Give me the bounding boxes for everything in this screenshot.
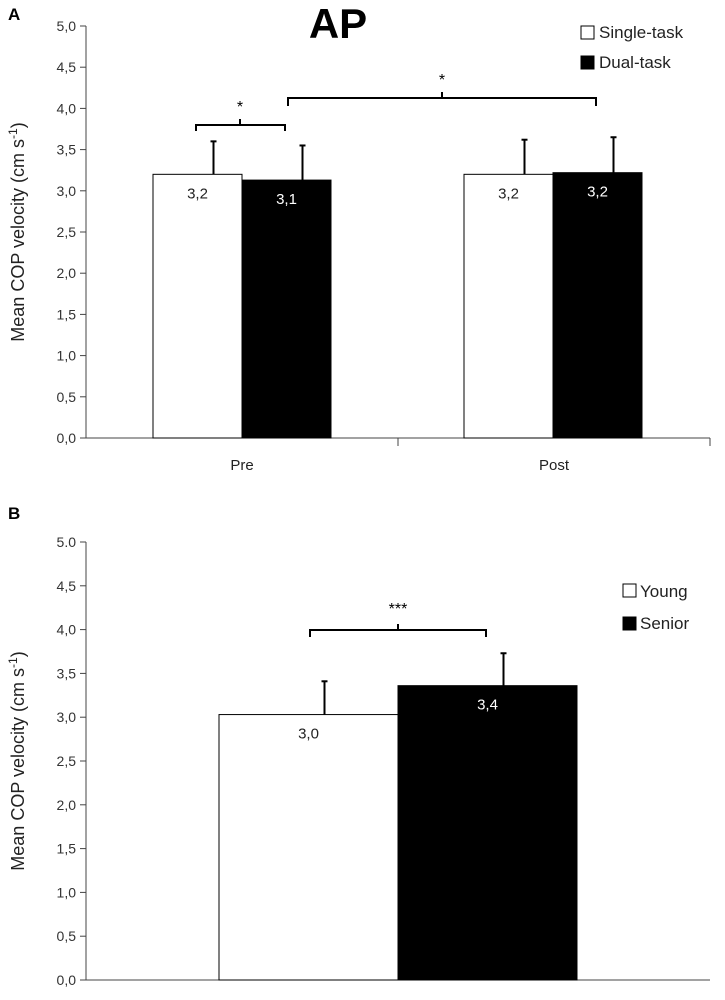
y-tick-label: 0,0	[57, 430, 77, 446]
data-label-dual-task-1: 3,2	[587, 184, 608, 201]
bar-young-0	[218, 714, 399, 981]
y-tick-label: 0,5	[57, 389, 77, 405]
significance-star-pre: *	[237, 99, 243, 116]
y-tick-label: 4,0	[57, 100, 77, 116]
data-label-dual-task-0: 3,1	[276, 191, 297, 208]
significance-bracket-pre	[195, 124, 286, 131]
panel-b-letter: B	[8, 504, 20, 523]
panel-b-y-ticks: 0,0 0,5 1,0 1,5 2,0 2,5 3,0 3,5 4,0 4,5 5.0	[57, 534, 86, 988]
legend-label-young: Young	[640, 582, 688, 601]
legend-label-single-task: Single-task	[599, 23, 684, 42]
legend-swatch-young	[622, 583, 637, 598]
bar-single-task-0	[152, 173, 243, 439]
y-tick-label: 2,5	[57, 224, 77, 240]
data-label-single-task-1: 3,2	[498, 185, 519, 202]
panel-a-title: AP	[309, 0, 367, 47]
panel-a-y-label: Mean COP velocity (cm s-1)	[6, 122, 28, 341]
bar-senior-0	[397, 685, 578, 981]
y-tick-label: 3,5	[57, 142, 77, 158]
data-label-young-0: 3,0	[298, 726, 319, 743]
legend-swatch-senior	[622, 616, 637, 631]
panel-b-bars: 3,0 3,4	[218, 652, 578, 981]
y-tick-label: 4,5	[57, 59, 77, 75]
y-tick-label: 5,0	[57, 18, 77, 34]
panel-a-y-ticks: 0,0 0,5 1,0 1,5 2,0 2,5 3,0 3,5 4,0 4,5 5,0	[57, 18, 86, 446]
significance-stars-age: ***	[389, 601, 408, 618]
y-tick-label: 1,5	[57, 306, 77, 322]
panel-a-letter: A	[8, 5, 20, 24]
legend-swatch-dual-task	[580, 55, 595, 70]
significance-star-dual: *	[439, 72, 445, 89]
y-tick-label: 0,5	[57, 928, 77, 944]
y-tick-label: 0,0	[57, 972, 77, 988]
y-tick-label: 2,0	[57, 797, 77, 813]
y-tick-label: 5.0	[57, 534, 77, 550]
y-tick-label: 2,5	[57, 753, 77, 769]
y-tick-label: 1,0	[57, 348, 77, 364]
y-tick-label: 4,5	[57, 578, 77, 594]
legend-swatch-single-task	[580, 25, 595, 40]
bar-dual-task-0	[241, 179, 332, 439]
y-tick-label: 1,5	[57, 841, 77, 857]
data-label-single-task-0: 3,2	[187, 185, 208, 202]
bar-single-task-1	[463, 173, 554, 439]
panel-b: B Mean COP velocity (cm s-1) 0,0 0,5 1,0 1,…	[6, 504, 710, 988]
y-tick-label: 3,5	[57, 665, 77, 681]
legend-label-senior: Senior	[640, 614, 689, 633]
panel-a: A AP Mean COP velocity (cm s-1) 0,0 0,5 1,…	[6, 0, 711, 474]
legend-label-dual-task: Dual-task	[599, 53, 671, 72]
significance-bracket-dual	[287, 97, 597, 106]
panel-a-category-post: Post	[539, 457, 570, 474]
panel-b-y-label: Mean COP velocity (cm s-1)	[6, 651, 28, 870]
panel-a-category-pre: Pre	[230, 457, 253, 474]
significance-bracket-age	[309, 629, 487, 637]
y-tick-label: 3,0	[57, 709, 77, 725]
y-tick-label: 4,0	[57, 622, 77, 638]
y-tick-label: 1,0	[57, 884, 77, 900]
y-tick-label: 2,0	[57, 265, 77, 281]
panel-a-bars: 3,2 3,1 3,2 3,2	[152, 136, 643, 439]
y-tick-label: 3,0	[57, 183, 77, 199]
data-label-senior-0: 3,4	[477, 697, 498, 714]
bar-dual-task-1	[552, 172, 643, 439]
